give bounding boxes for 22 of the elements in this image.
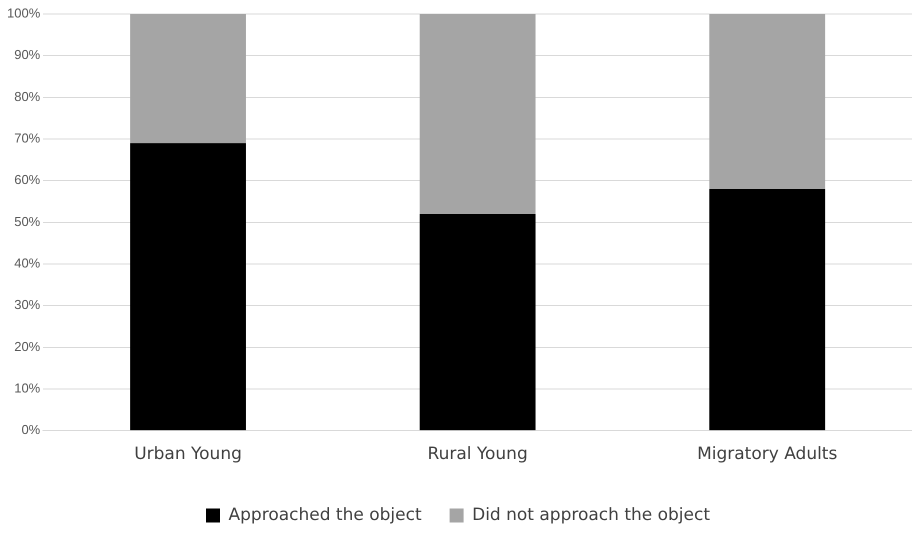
y-tick-label: 90% [14,47,41,62]
y-tick-label: 50% [14,214,41,229]
bar [709,188,826,430]
legend-label: Approached the object [228,504,422,525]
y-tick-label: 70% [14,130,41,146]
y-tick-label: 0% [21,422,41,438]
bar [420,14,536,214]
legend-label: Did not approach the object [472,504,710,525]
x-tick-label: Rural Young [428,444,528,464]
bar [130,143,246,430]
x-tick-label: Migratory Adults [697,444,838,464]
bar [709,14,826,189]
y-tick-label: 10% [14,380,41,396]
y-tick-label: 60% [14,172,41,188]
y-tick-label: 40% [14,256,41,271]
y-tick-label: 20% [14,338,41,354]
x-tick-label: Urban Young [134,444,242,464]
y-tick-label: 80% [14,88,41,104]
y-tick-label: 100% [7,6,41,21]
bar [420,214,536,430]
y-tick-label: 30% [14,297,41,312]
bar [130,14,246,144]
